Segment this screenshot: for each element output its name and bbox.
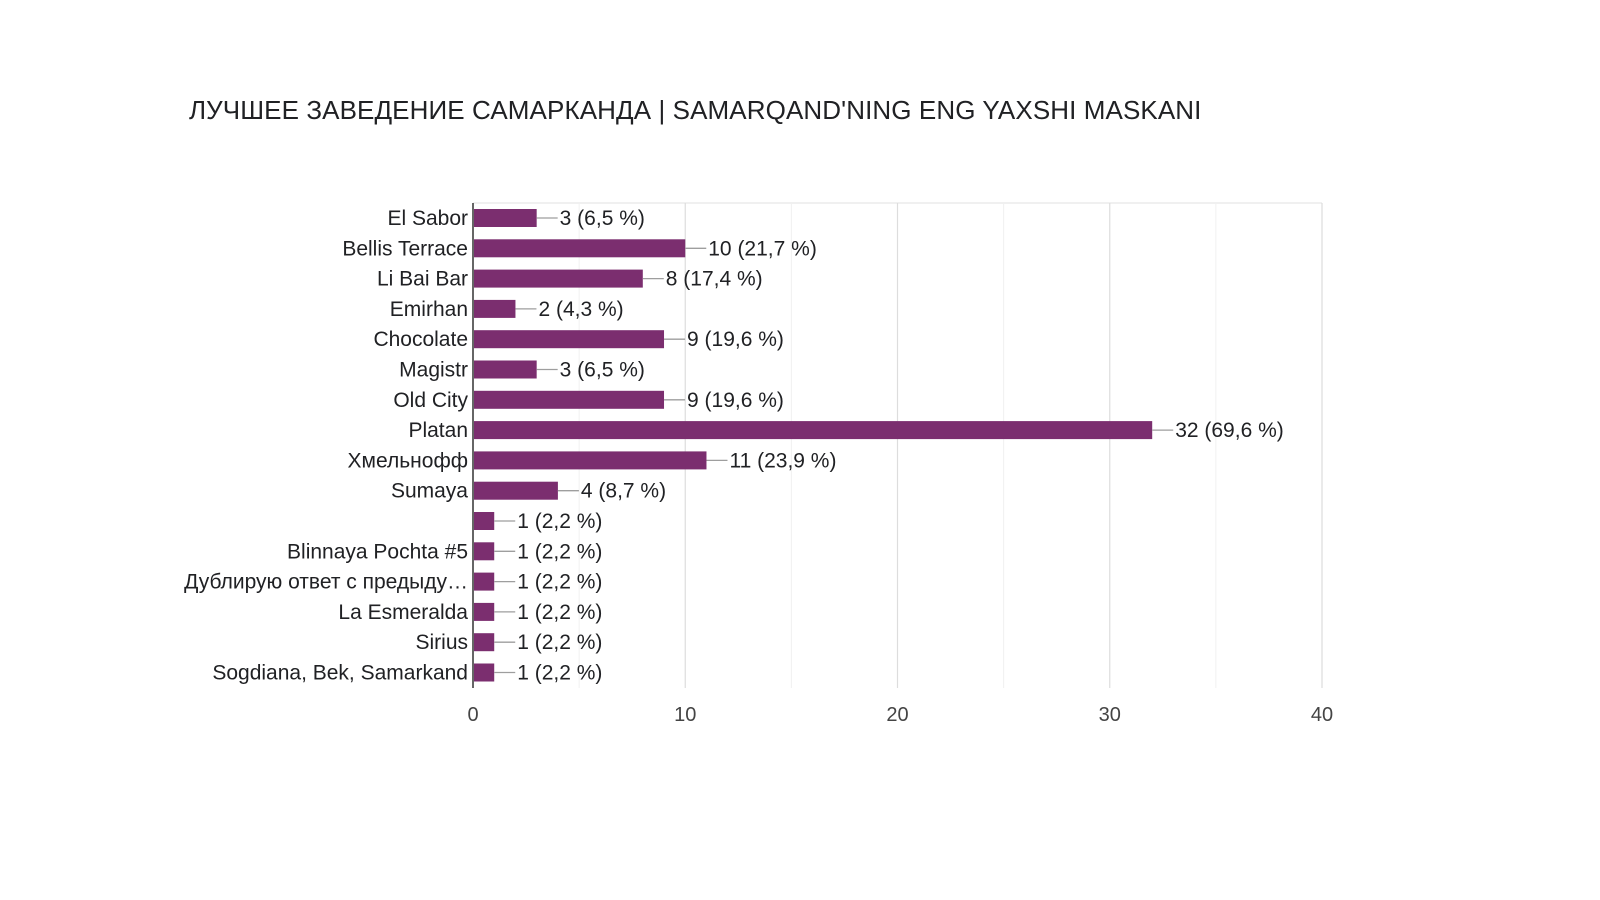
grid-layer: [473, 202, 1323, 688]
x-tick-label: 0: [467, 704, 478, 726]
data-label: 1 (2,2 %): [517, 540, 602, 563]
category-label: La Esmeralda: [338, 601, 468, 624]
bar: [474, 360, 537, 379]
bar-layer: [474, 209, 1174, 682]
bar: [474, 209, 537, 227]
bar: [474, 330, 665, 349]
bar: [474, 390, 665, 409]
category-label: Bellis Terrace: [342, 237, 468, 260]
x-tick-label: 40: [1311, 704, 1333, 726]
bar: [474, 269, 643, 288]
data-label: 1 (2,2 %): [517, 601, 602, 624]
data-label: 1 (2,2 %): [517, 631, 602, 654]
category-label: Sumaya: [391, 480, 468, 503]
category-label: Дублирую ответ с предыду…: [184, 571, 468, 594]
category-label: Emirhan: [390, 298, 468, 321]
bar: [474, 633, 495, 652]
label-layer: 3 (6,5 %) El Sabor 10 (21,7 %) Bellis Terra…: [184, 207, 1284, 685]
bar: [474, 421, 1153, 440]
bar: [474, 542, 495, 561]
bar: [474, 239, 686, 258]
data-label: 1 (2,2 %): [517, 510, 602, 533]
data-label: 32 (69,6 %): [1175, 419, 1284, 442]
category-label: Sirius: [415, 631, 468, 654]
data-label: 3 (6,5 %): [560, 359, 645, 382]
bar: [474, 451, 707, 470]
bar: [474, 602, 495, 621]
data-label: 9 (19,6 %): [687, 328, 784, 351]
bar: [474, 572, 495, 591]
data-label: 1 (2,2 %): [517, 571, 602, 594]
category-label: Magistr: [399, 359, 468, 382]
category-label: Li Bai Bar: [377, 268, 468, 291]
data-label: 4 (8,7 %): [581, 480, 666, 503]
bar: [474, 512, 495, 530]
category-label: Sogdiana, Bek, Samarkand: [212, 662, 468, 685]
data-label: 1 (2,2 %): [517, 662, 602, 685]
category-label: Blinnaya Pochta #5: [287, 540, 468, 563]
chart-title: ЛУЧШЕЕ ЗАВЕДЕНИЕ САМАРКАНДА | SAMARQAND'…: [189, 95, 1202, 125]
category-label: Platan: [408, 419, 468, 442]
axis-layer: 0 10 20 30 40: [467, 203, 1333, 726]
category-label: Chocolate: [373, 328, 468, 351]
category-label: Old City: [393, 389, 468, 412]
x-tick-label: 30: [1099, 704, 1121, 726]
category-label: Хмельнофф: [348, 449, 468, 472]
data-label: 2 (4,3 %): [538, 298, 623, 321]
data-label: 9 (19,6 %): [687, 389, 784, 412]
data-label: 3 (6,5 %): [560, 207, 645, 230]
bar: [474, 481, 558, 500]
data-label: 10 (21,7 %): [708, 237, 817, 260]
x-tick-label: 10: [674, 704, 696, 726]
data-label: 11 (23,9 %): [729, 449, 836, 472]
x-tick-label: 20: [886, 704, 908, 726]
data-label: 8 (17,4 %): [666, 268, 763, 291]
bar: [474, 663, 495, 682]
category-label: El Sabor: [387, 207, 468, 230]
bar: [474, 299, 516, 318]
